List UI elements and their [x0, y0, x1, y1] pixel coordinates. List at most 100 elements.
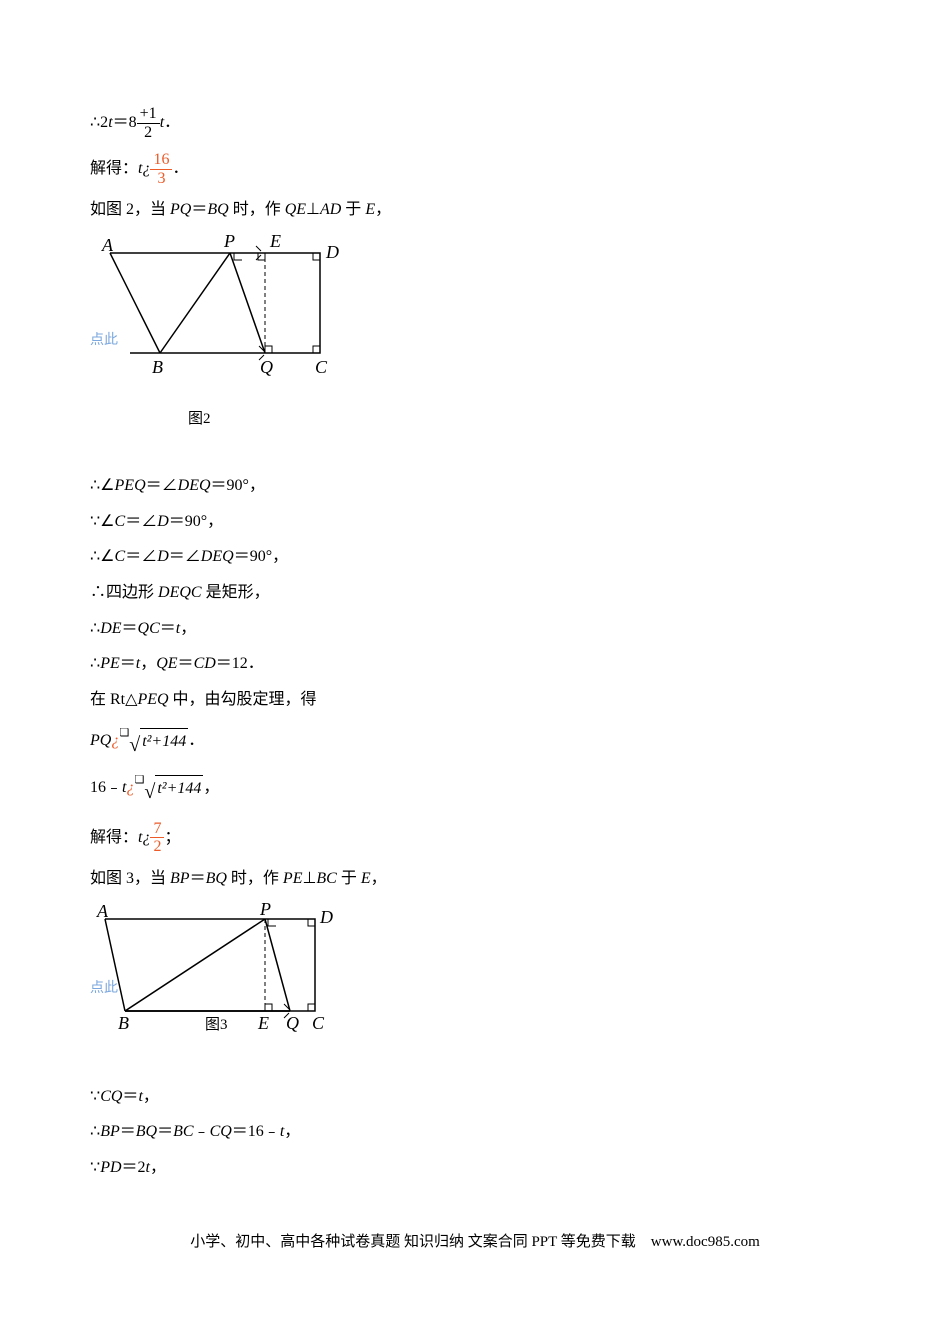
label-b: B — [152, 357, 163, 377]
cq: CQ — [100, 1088, 122, 1105]
label-q: Q — [286, 1013, 299, 1033]
deq: DEQ — [201, 548, 234, 565]
solve-line-2: 解得：t¿72； — [90, 820, 860, 856]
eq: ＝∠ — [146, 477, 178, 494]
prefix: 16﹣ — [90, 779, 122, 796]
suffix: ， — [284, 1123, 300, 1140]
eq: ＝ — [122, 620, 138, 637]
text: 时，作 — [229, 201, 285, 218]
c: C — [115, 548, 126, 565]
pe: PE — [100, 655, 120, 672]
e: E — [361, 870, 371, 887]
line-pb — [125, 919, 265, 1011]
figure-2-svg: A B C D P E Q — [90, 233, 340, 393]
text: ∵ — [90, 1159, 100, 1176]
proof-line-3: ∴∠C＝∠D＝∠DEQ＝90°， — [90, 544, 860, 570]
equation-line-1: ∴2t＝8+12t． — [90, 105, 860, 141]
label-q: Q — [260, 357, 273, 377]
fraction: 163 — [150, 151, 172, 187]
numerator: +1 — [137, 105, 160, 124]
figure-3-caption: 图3 — [205, 1016, 228, 1033]
label: 解得： — [90, 828, 138, 845]
minus: ﹣ — [194, 1123, 210, 1140]
fig3-intro: 如图 3，当 BP＝BQ 时，作 PE⊥BC 于 E， — [90, 866, 860, 892]
trapezoid-outline — [110, 253, 320, 353]
bq: BQ — [136, 1123, 157, 1140]
box-icon: ❏ — [119, 727, 129, 739]
page-footer: 小学、初中、高中各种试卷真题 知识归纳 文案合同 PPT 等免费下载 www.d… — [90, 1230, 860, 1254]
proof-line-6: ∴PE＝t，QE＝CD＝12． — [90, 651, 860, 677]
right-angle-p — [268, 919, 276, 926]
right-angle-c — [308, 1004, 315, 1011]
comma: ， — [371, 870, 387, 887]
text: ＝8 — [113, 114, 137, 131]
deq: DEQ — [178, 477, 211, 494]
eq: ＝ — [120, 655, 136, 672]
label-c: C — [312, 1013, 325, 1033]
text: 中，由勾股定理，得 — [169, 691, 317, 708]
right-angle-d — [308, 919, 315, 926]
text: ． — [172, 160, 188, 177]
sqrt-sign-icon: √ — [129, 735, 140, 755]
numerator: 16 — [150, 151, 172, 170]
suffix: ， — [143, 1088, 159, 1105]
t-glyph: t¿ — [138, 828, 150, 845]
suffix: ， — [203, 779, 219, 796]
text: ． — [164, 114, 180, 131]
footer-text: 小学、初中、高中各种试卷真题 知识归纳 文案合同 PPT 等免费下载 — [190, 1234, 636, 1250]
text: 在 Rt△ — [90, 691, 137, 708]
footer-url: www.doc985.com — [651, 1234, 760, 1250]
d: D — [157, 548, 169, 565]
bq: BQ — [206, 870, 227, 887]
focus-hint: 点此 — [90, 333, 118, 348]
proof-line-1: ∴∠PEQ＝∠DEQ＝90°， — [90, 473, 860, 499]
qc: QC — [138, 620, 160, 637]
text: ∵∠ — [90, 513, 115, 530]
perp: ⊥ — [306, 201, 320, 218]
solve-line-1: 解得：t¿163． — [90, 151, 860, 187]
eq: ＝ — [190, 870, 206, 887]
qe: QE — [156, 655, 177, 672]
figure-3: A B C D P E Q 图3 点此 — [90, 901, 860, 1075]
ad: AD — [320, 201, 341, 218]
pq: PQ — [170, 201, 191, 218]
sqrt: √t²+144 — [129, 728, 188, 755]
label-d: D — [319, 907, 333, 927]
text: 时，作 — [227, 870, 283, 887]
proof-line-10: ∵PD＝2t， — [90, 1155, 860, 1181]
cq: CQ — [210, 1123, 232, 1140]
label-a: A — [96, 901, 109, 921]
peq: PEQ — [137, 691, 168, 708]
right-angle-c — [313, 346, 320, 353]
label-e: E — [257, 1013, 269, 1033]
text: ∴∠ — [90, 477, 115, 494]
eq: ＝ — [157, 1123, 173, 1140]
denominator: 2 — [150, 838, 164, 856]
line-pq — [265, 919, 290, 1011]
val: ＝90°， — [211, 477, 265, 494]
cd: CD — [194, 655, 216, 672]
eq: ＝ — [191, 201, 207, 218]
proof-line-5: ∴DE＝QC＝t， — [90, 616, 860, 642]
perp: ⊥ — [302, 870, 316, 887]
comma: ， — [375, 201, 391, 218]
figure-3-svg: A B C D P E Q 图3 — [90, 901, 340, 1041]
eq: ＝2 — [122, 1159, 146, 1176]
text: ∴ — [90, 655, 100, 672]
right-angle-p — [234, 253, 242, 260]
text: 于 — [341, 201, 365, 218]
suffix: ． — [188, 732, 204, 749]
eq: ＝ — [120, 1123, 136, 1140]
sqrt: √t²+144 — [144, 775, 203, 802]
suffix: 是矩形， — [202, 584, 270, 601]
line-pb — [160, 253, 230, 353]
proof-line-2: ∵∠C＝∠D＝90°， — [90, 509, 860, 535]
proof-line-8: ∵CQ＝t， — [90, 1084, 860, 1110]
de: DE — [100, 620, 121, 637]
label-d: D — [325, 242, 339, 262]
sqrt-body: t²+144 — [140, 728, 188, 755]
sqrt-body: t²+144 — [155, 775, 203, 802]
val: ＝12． — [216, 655, 264, 672]
label-p: P — [259, 901, 271, 919]
denominator: 2 — [137, 124, 160, 142]
